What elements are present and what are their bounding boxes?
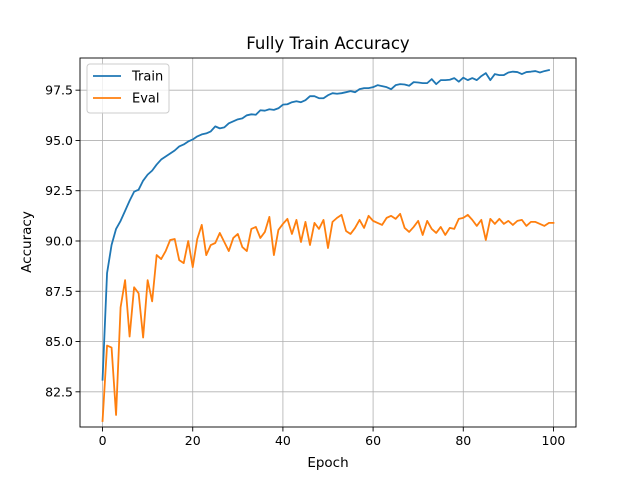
y-tick-label: 92.5 <box>45 183 73 198</box>
y-tick-label: 95.0 <box>45 133 73 148</box>
y-tick-label: 87.5 <box>45 284 73 299</box>
tick-layer: 0 20 40 60 80 100 82.5 85.0 87.5 90.0 92.5 95.0 97.5 <box>45 83 565 448</box>
y-tick-label: 82.5 <box>45 384 73 399</box>
y-axis-label: Accuracy <box>19 211 35 273</box>
y-tick-label: 85.0 <box>45 334 73 349</box>
x-axis-label: Epoch <box>307 455 348 471</box>
series-layer <box>101 68 555 422</box>
series-line-eval <box>101 212 555 422</box>
x-tick-label: 80 <box>455 433 471 448</box>
y-tick-label: 97.5 <box>45 83 73 98</box>
legend: Train Eval <box>86 63 170 114</box>
legend-label-train: Train <box>131 70 163 85</box>
x-tick-label: 0 <box>99 433 107 448</box>
chart-title: Fully Train Accuracy <box>246 34 410 53</box>
plot-frame <box>79 57 577 428</box>
x-tick-label: 60 <box>365 433 381 448</box>
x-tick-label: 40 <box>275 433 291 448</box>
y-tick-label: 90.0 <box>45 233 73 248</box>
x-tick-label: 100 <box>542 433 566 448</box>
legend-label-eval: Eval <box>132 92 160 107</box>
series-line-train <box>101 68 551 381</box>
x-tick-label: 20 <box>185 433 201 448</box>
